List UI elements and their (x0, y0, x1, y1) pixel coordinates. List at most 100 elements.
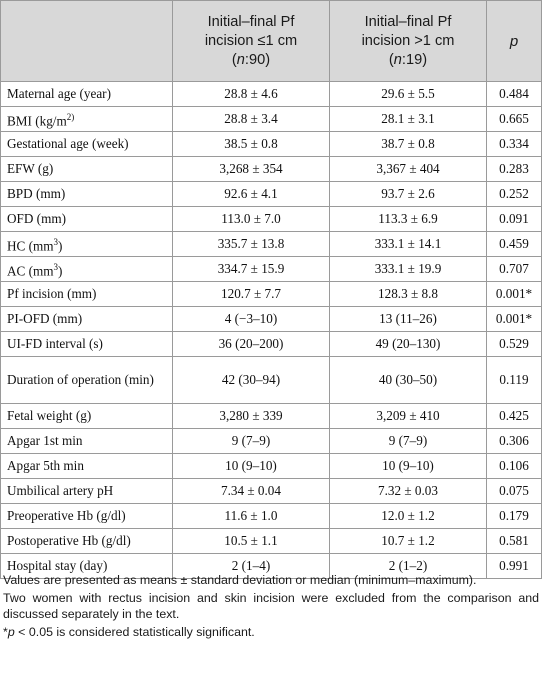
table-row: AC (mm3) 334.7 ± 15.9 333.1 ± 19.9 0.707 (0, 256, 542, 282)
row-label-text: Duration of operation (min) (7, 372, 154, 387)
value-small-incision: 36 (20–200) (172, 331, 330, 357)
p-value: 0.581 (486, 528, 542, 554)
header-group2-n-open: ( (388, 51, 394, 68)
table-row: EFW (g) 3,268 ± 354 3,367 ± 404 0.283 (0, 156, 542, 182)
value-large-incision: 93.7 ± 2.6 (329, 181, 487, 207)
table-row: Pf incision (mm) 120.7 ± 7.7 128.3 ± 8.8 0.… (0, 281, 542, 307)
p-value: 0.529 (486, 331, 542, 357)
results-table: Initial–final Pf incision ≤1 cm (n:90) I… (0, 0, 542, 579)
value-large-incision: 3,367 ± 404 (329, 156, 487, 182)
value-large-incision: 12.0 ± 1.2 (329, 503, 487, 529)
table-row: OFD (mm) 113.0 ± 7.0 113.3 ± 6.9 0.091 (0, 206, 542, 232)
row-label-text: Maternal age (year) (7, 86, 111, 101)
row-label: AC (mm3) (0, 256, 173, 282)
row-label-text: Apgar 1st min (7, 433, 83, 448)
p-value: 0.425 (486, 403, 542, 429)
value-small-incision: 3,268 ± 354 (172, 156, 330, 182)
row-label: Apgar 5th min (0, 453, 173, 479)
value-small-incision: 10 (9–10) (172, 453, 330, 479)
value-large-incision: 28.1 ± 3.1 (329, 106, 487, 132)
footnote-values: Values are presented as means ± standard… (3, 573, 477, 587)
row-label-text: EFW (g) (7, 161, 54, 176)
header-group2-n-rest: :19) (401, 51, 428, 68)
table-row: Postoperative Hb (g/dl) 10.5 ± 1.1 10.7 ± … (0, 528, 542, 554)
table-header: Initial–final Pf incision ≤1 cm (n:90) I… (0, 0, 542, 82)
row-label-tail: ) (58, 238, 63, 254)
value-small-incision: 28.8 ± 4.6 (172, 81, 330, 107)
table-row: Gestational age (week) 38.5 ± 0.8 38.7 ± 0… (0, 131, 542, 157)
table-row: HC (mm3) 335.7 ± 13.8 333.1 ± 14.1 0.459 (0, 231, 542, 257)
value-small-incision: 10.5 ± 1.1 (172, 528, 330, 554)
row-label: EFW (g) (0, 156, 173, 182)
row-label-text: Apgar 5th min (7, 458, 84, 473)
row-label-text: HC (mm (7, 238, 54, 254)
p-value: 0.106 (486, 453, 542, 479)
row-label-text: Postoperative Hb (g/dl) (7, 533, 131, 548)
p-value: 0.283 (486, 156, 542, 182)
value-small-incision: 4 (−3–10) (172, 306, 330, 332)
value-large-incision: 3,209 ± 410 (329, 403, 487, 429)
p-value: 0.119 (486, 356, 542, 404)
table-row: UI-FD interval (s) 36 (20–200) 49 (20–130)… (0, 331, 542, 357)
p-value: 0.179 (486, 503, 542, 529)
value-small-incision: 11.6 ± 1.0 (172, 503, 330, 529)
p-value: 0.334 (486, 131, 542, 157)
value-small-incision: 335.7 ± 13.8 (172, 231, 330, 257)
row-label-text: Hospital stay (day) (7, 558, 108, 573)
footnote-p-symbol: p (7, 625, 15, 639)
value-large-incision: 7.32 ± 0.03 (329, 478, 487, 504)
table-row: Duration of operation (min) 42 (30–94) 40 … (0, 356, 542, 404)
header-p-value: p (486, 0, 542, 82)
footnote-star: * (3, 625, 8, 639)
header-variable (0, 0, 173, 82)
p-value: 0.991 (486, 553, 542, 579)
header-group2-n-italic: n (393, 51, 402, 68)
table-row: BMI (kg/m2) 28.8 ± 3.4 28.1 ± 3.1 0.665 (0, 106, 542, 132)
header-group1-line1: Initial–final Pf (207, 13, 295, 30)
value-small-incision: 3,280 ± 339 (172, 403, 330, 429)
row-label: Umbilical artery pH (0, 478, 173, 504)
row-label-text: OFD (mm) (7, 211, 66, 226)
value-small-incision: 7.34 ± 0.04 (172, 478, 330, 504)
table-row: Apgar 1st min 9 (7–9) 9 (7–9) 0.306 (0, 428, 542, 454)
row-label: BMI (kg/m2) (0, 106, 173, 132)
table-row: Maternal age (year) 28.8 ± 4.6 29.6 ± 5.5 0… (0, 81, 542, 107)
row-label-text: PI-OFD (mm) (7, 311, 83, 326)
value-large-incision: 49 (20–130) (329, 331, 487, 357)
value-small-incision: 113.0 ± 7.0 (172, 206, 330, 232)
value-small-incision: 42 (30–94) (172, 356, 330, 404)
table-row: PI-OFD (mm) 4 (−3–10) 13 (11–26) 0.001* (0, 306, 542, 332)
value-large-incision: 13 (11–26) (329, 306, 487, 332)
value-large-incision: 113.3 ± 6.9 (329, 206, 487, 232)
row-label: UI-FD interval (s) (0, 331, 173, 357)
header-group1-line2: incision ≤1 cm (204, 32, 298, 49)
row-label: OFD (mm) (0, 206, 173, 232)
value-small-incision: 28.8 ± 3.4 (172, 106, 330, 132)
row-label-superscript: 2) (66, 111, 75, 122)
row-label-text: UI-FD interval (s) (7, 336, 103, 351)
p-value: 0.707 (486, 256, 542, 282)
table-row: Umbilical artery pH 7.34 ± 0.04 7.32 ± 0.0… (0, 478, 542, 504)
row-label-text: Preoperative Hb (g/dl) (7, 508, 126, 523)
header-group2-line1: Initial–final Pf (364, 13, 452, 30)
row-label-text: BMI (kg/m (7, 113, 67, 129)
value-large-incision: 128.3 ± 8.8 (329, 281, 487, 307)
row-label-text: Pf incision (mm) (7, 286, 97, 301)
row-label: Duration of operation (min) (0, 356, 173, 404)
header-group1-n-italic: n (236, 51, 245, 68)
table-row: Preoperative Hb (g/dl) 11.6 ± 1.0 12.0 ± 1… (0, 503, 542, 529)
p-value: 0.459 (486, 231, 542, 257)
p-value: 0.665 (486, 106, 542, 132)
row-label: Postoperative Hb (g/dl) (0, 528, 173, 554)
p-value: 0.484 (486, 81, 542, 107)
row-label: Fetal weight (g) (0, 403, 173, 429)
value-large-incision: 333.1 ± 14.1 (329, 231, 487, 257)
p-value: 0.091 (486, 206, 542, 232)
row-label: Pf incision (mm) (0, 281, 173, 307)
row-label: BPD (mm) (0, 181, 173, 207)
footnote-significance: *p < 0.05 is considered statistically si… (3, 624, 539, 640)
value-small-incision: 334.7 ± 15.9 (172, 256, 330, 282)
value-large-incision: 10 (9–10) (329, 453, 487, 479)
p-value: 0.252 (486, 181, 542, 207)
header-row: Initial–final Pf incision ≤1 cm (n:90) I… (0, 0, 542, 82)
